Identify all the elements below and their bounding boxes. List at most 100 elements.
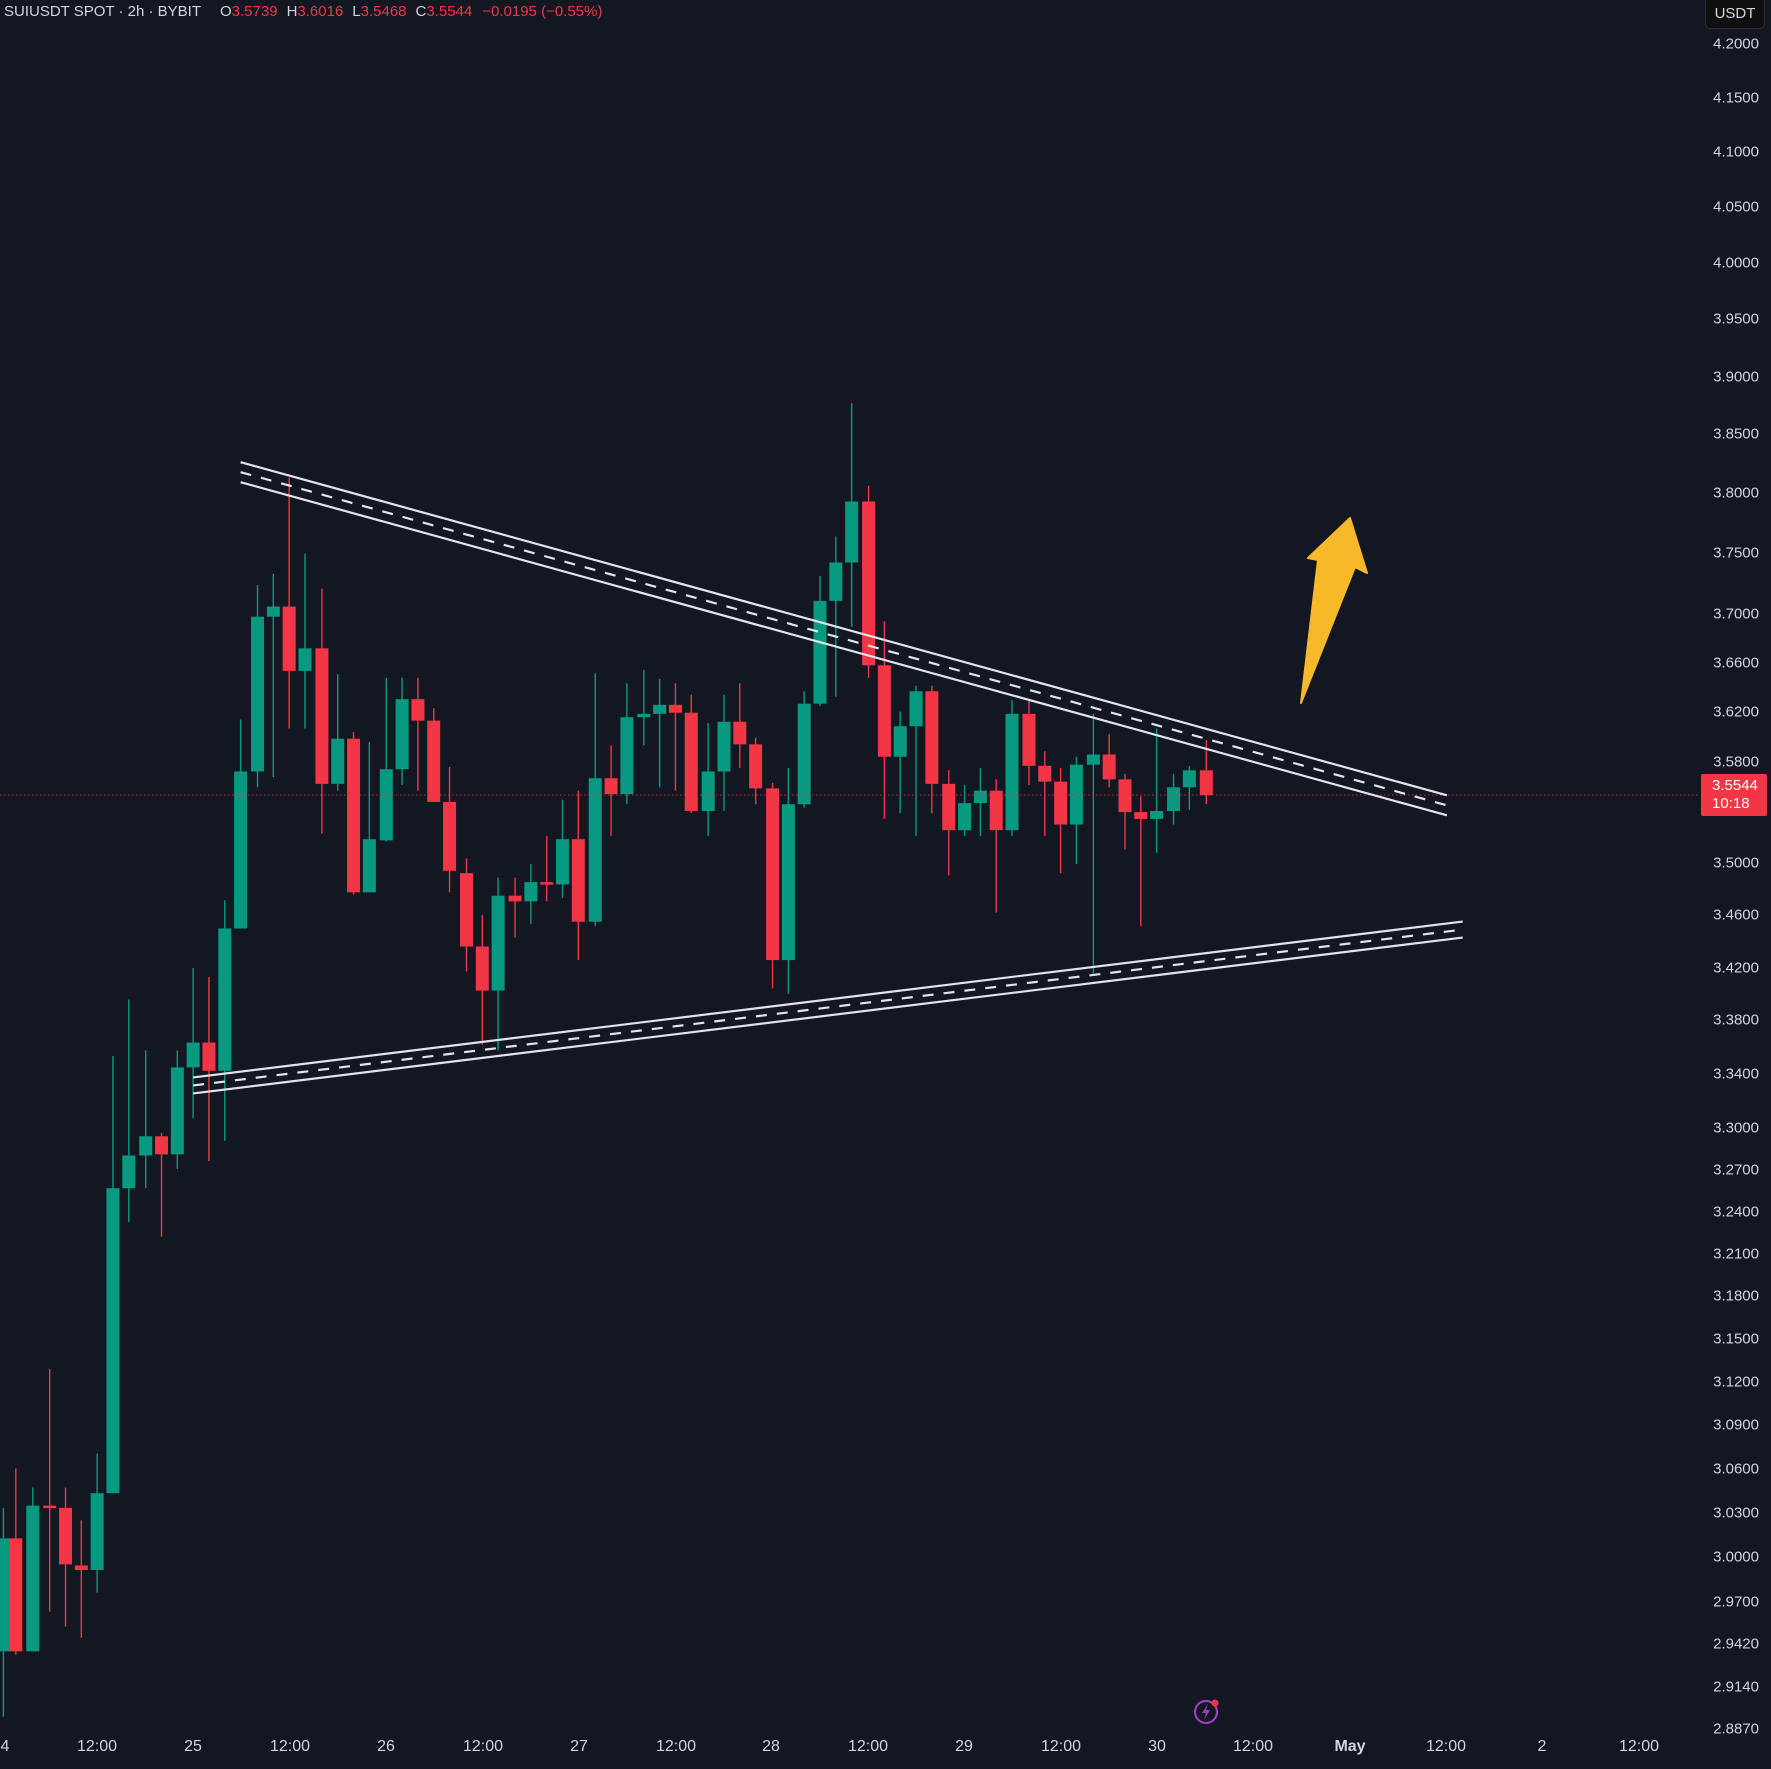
candle xyxy=(106,1188,120,1494)
price-tick: 3.9500 xyxy=(1713,310,1759,328)
candle xyxy=(653,704,667,714)
candle xyxy=(139,1136,153,1156)
price-tick: 3.7000 xyxy=(1713,605,1759,623)
candle xyxy=(1199,770,1213,796)
candle xyxy=(1038,765,1052,782)
triangle-trendlines[interactable] xyxy=(193,461,1463,1095)
candle xyxy=(362,839,376,893)
price-tick: 3.4200 xyxy=(1713,959,1759,977)
price-tick: 4.0500 xyxy=(1713,198,1759,216)
price-tick: 3.1500 xyxy=(1713,1330,1759,1348)
last-price-badge: 3.5544 10:18 xyxy=(1701,774,1767,816)
candle xyxy=(491,895,505,991)
candle xyxy=(155,1136,169,1155)
candle xyxy=(555,839,569,885)
descending-trendline[interactable] xyxy=(240,461,1448,817)
time-tick: 28 xyxy=(762,1738,780,1755)
time-tick: 12:00 xyxy=(269,1738,311,1755)
open-value: 3.5739 xyxy=(231,3,278,20)
price-tick: 4.0000 xyxy=(1713,254,1759,272)
candle xyxy=(347,738,361,893)
time-tick: 26 xyxy=(377,1738,395,1755)
candle xyxy=(508,895,522,902)
ascending-trendline[interactable] xyxy=(193,920,1463,1095)
close-value: 3.5544 xyxy=(426,3,473,20)
candle xyxy=(186,1042,200,1068)
price-tick: 3.0000 xyxy=(1713,1548,1759,1566)
candle xyxy=(717,721,731,772)
price-tick: 3.2700 xyxy=(1713,1161,1759,1179)
candle xyxy=(282,606,296,671)
price-tick: 2.8870 xyxy=(1713,1720,1759,1738)
price-tick: 3.3800 xyxy=(1713,1011,1759,1029)
price-tick: 3.9000 xyxy=(1713,368,1759,386)
candle xyxy=(379,769,393,841)
price-tick: 3.4600 xyxy=(1713,906,1759,924)
lightning-alert-icon[interactable] xyxy=(1192,1696,1222,1726)
candle xyxy=(1118,779,1132,813)
bullish-arrow-icon[interactable] xyxy=(1300,517,1368,704)
candle xyxy=(1167,787,1181,811)
time-tick: 27 xyxy=(570,1738,588,1755)
candle xyxy=(540,882,554,885)
candle xyxy=(90,1493,104,1571)
candle xyxy=(749,744,763,789)
price-tick: 3.1200 xyxy=(1713,1373,1759,1391)
price-tick: 4.1500 xyxy=(1713,89,1759,107)
candle xyxy=(604,778,618,795)
price-tick: 3.0600 xyxy=(1713,1460,1759,1478)
candle xyxy=(395,699,409,770)
candle xyxy=(331,738,345,784)
time-tick: 12:00 xyxy=(1618,1738,1660,1755)
high-label: H xyxy=(286,3,298,20)
time-tick: 12:00 xyxy=(462,1738,504,1755)
candle xyxy=(829,562,843,601)
symbol-title[interactable]: SUIUSDT SPOT · 2h · BYBIT xyxy=(4,3,201,20)
candle xyxy=(701,771,715,811)
low-value: 3.5468 xyxy=(360,3,407,20)
candlestick-series xyxy=(0,403,1213,1717)
candle xyxy=(1150,810,1164,819)
time-tick: 12:00 xyxy=(76,1738,118,1755)
candle xyxy=(893,726,907,757)
candle xyxy=(766,788,780,961)
candle xyxy=(26,1505,40,1652)
candle xyxy=(571,839,585,922)
candle xyxy=(1022,713,1036,766)
price-tick: 3.8500 xyxy=(1713,425,1759,443)
candle xyxy=(813,600,827,704)
symbol-legend: SUIUSDT SPOT · 2h · BYBIT O 3.5739 H 3.601… xyxy=(4,3,602,20)
price-tick: 4.1000 xyxy=(1713,143,1759,161)
price-tick: 3.5800 xyxy=(1713,753,1759,771)
candle xyxy=(1134,812,1148,819)
candle xyxy=(973,790,987,804)
close-label: C xyxy=(415,3,427,20)
time-tick: 12:00 xyxy=(1232,1738,1274,1755)
currency-button[interactable]: USDT xyxy=(1705,0,1765,29)
time-tick: 2 xyxy=(1537,1738,1547,1755)
price-tick: 3.3400 xyxy=(1713,1065,1759,1083)
candle xyxy=(59,1507,73,1565)
candle xyxy=(588,778,602,922)
candle xyxy=(942,783,956,831)
candle xyxy=(862,501,876,666)
candle xyxy=(684,712,698,811)
candle xyxy=(74,1565,88,1571)
price-tick: 3.8000 xyxy=(1713,484,1759,502)
time-tick: 12:00 xyxy=(655,1738,697,1755)
price-tick: 3.1800 xyxy=(1713,1287,1759,1305)
candle xyxy=(1182,770,1196,788)
candle xyxy=(234,771,248,929)
time-tick: 12:00 xyxy=(1425,1738,1467,1755)
candle xyxy=(668,704,682,713)
candle xyxy=(524,882,538,902)
candle xyxy=(845,501,859,563)
time-tick: 25 xyxy=(184,1738,202,1755)
price-tick: 3.7500 xyxy=(1713,544,1759,562)
candle xyxy=(0,1538,10,1652)
price-tick: 3.3000 xyxy=(1713,1119,1759,1137)
candle xyxy=(909,691,923,727)
open-label: O xyxy=(220,3,232,20)
time-tick: 12:00 xyxy=(847,1738,889,1755)
